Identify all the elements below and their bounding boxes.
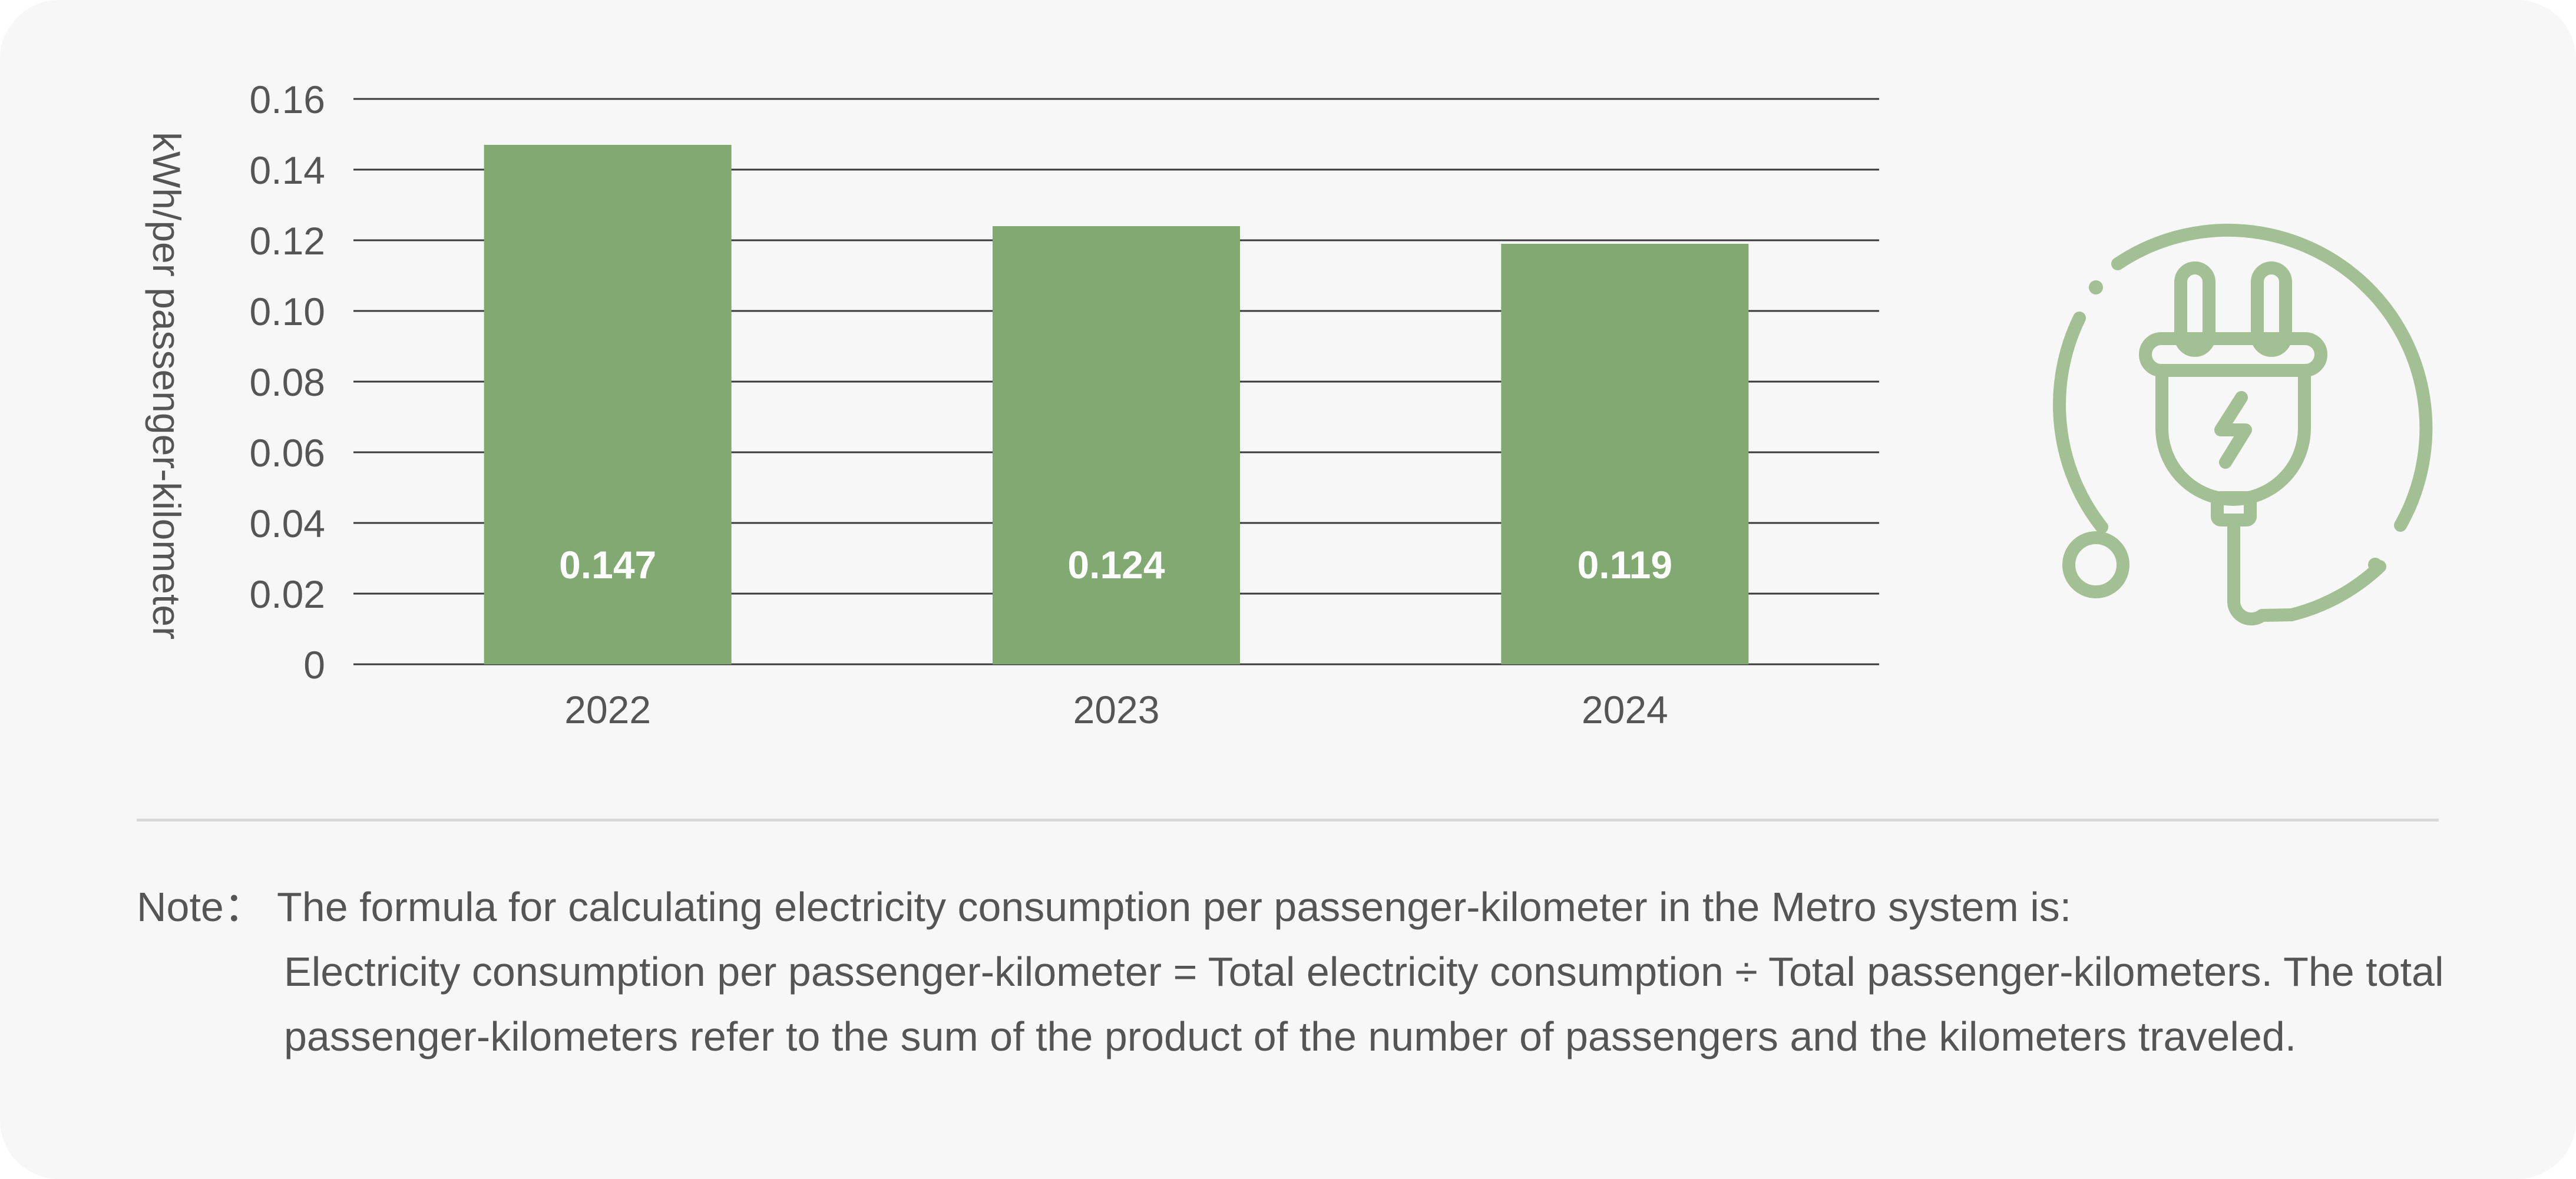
y-tick-label: 0.04 xyxy=(250,502,325,545)
bar xyxy=(1501,244,1749,664)
bar-chart: 00.020.040.060.080.100.120.140.16 2022 20… xyxy=(145,78,1879,731)
x-tick-label: 2022 xyxy=(564,688,651,731)
x-tick-label: 2023 xyxy=(1073,688,1160,731)
data-label: 0.119 xyxy=(1578,543,1673,587)
y-axis-title: kWh/per passenger-kilometer xyxy=(145,132,189,640)
x-tick-label: 2024 xyxy=(1582,688,1668,731)
note-label-group: Note： xyxy=(137,875,265,939)
y-tick-label: 0 xyxy=(303,643,325,687)
note-label: Note xyxy=(137,884,224,930)
plug-icon-graphic xyxy=(2053,223,2433,625)
data-labels: 0.147 0.124 0.119 xyxy=(559,543,1672,587)
y-tick-label: 0.06 xyxy=(250,431,325,475)
divider xyxy=(137,819,2439,822)
x-tick-labels: 2022 2023 2024 xyxy=(564,688,1668,731)
note-first-line: The formula for calculating electricity … xyxy=(277,884,2072,930)
y-tick-label: 0.14 xyxy=(250,148,325,192)
bars xyxy=(484,145,1749,664)
y-tick-label: 0.08 xyxy=(250,360,325,404)
note-separator: ： xyxy=(223,884,265,930)
plug-icon xyxy=(2015,209,2451,645)
data-label: 0.147 xyxy=(559,543,656,587)
y-tick-label: 0.12 xyxy=(250,219,325,263)
data-label: 0.124 xyxy=(1067,543,1165,587)
y-tick-label: 0.16 xyxy=(250,78,325,121)
bar xyxy=(484,145,732,664)
y-tick-label: 0.02 xyxy=(250,572,325,616)
y-tick-labels: 0 0.02 0.04 0.06 0.08 0.10 0.12 0.14 0.16 xyxy=(250,78,325,687)
note-body: Electricity consumption per passenger-ki… xyxy=(284,949,2444,1059)
y-tick-label: 0.10 xyxy=(250,290,325,333)
bar xyxy=(993,226,1240,664)
